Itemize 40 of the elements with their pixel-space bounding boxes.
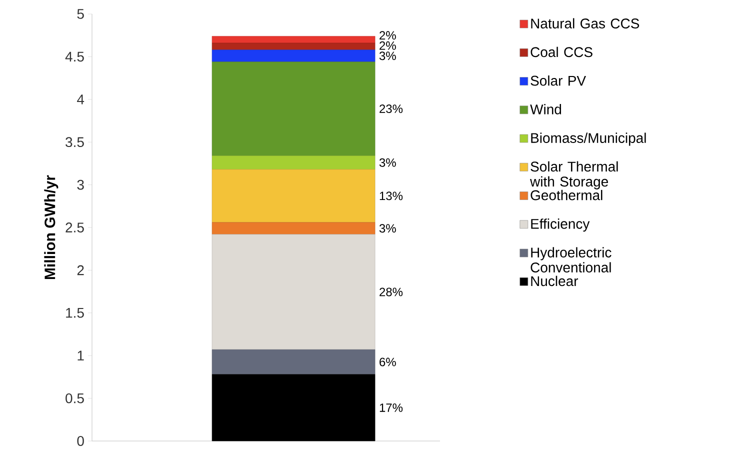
legend-label: Solar PV [530, 75, 586, 86]
bar [212, 349, 376, 375]
y-tick-label: 0.5 [66, 393, 84, 404]
y-tick-label: 3 [77, 180, 84, 190]
legend-label: Geothermal [530, 190, 602, 200]
legend-label: Nuclear [531, 276, 578, 286]
legend-label: Solar Thermal with Storage [530, 161, 618, 190]
legend-label: Biomass/Municipal [531, 132, 646, 146]
y-tick-label: 1 [78, 350, 84, 360]
legend-label: Coal CCS [530, 46, 592, 58]
bar [212, 156, 376, 170]
bar [212, 169, 376, 223]
bar [212, 222, 376, 234]
y-tick-label: 1.5 [66, 308, 84, 318]
legend-label: Efficiency [531, 218, 590, 232]
annotation: 3% [379, 158, 396, 167]
bar [212, 62, 376, 156]
legend-label: Hydroelectric Conventional [530, 247, 612, 272]
annotation: 3% [379, 52, 396, 60]
annotation: 6% [380, 358, 396, 366]
legend-label: Natural Gas CCS [531, 18, 640, 28]
bar [212, 234, 376, 350]
y-tick-label: 4 [77, 94, 84, 104]
annotation: 3% [379, 224, 396, 233]
bar [212, 50, 376, 62]
y-tick-label: 2.5 [66, 222, 84, 232]
y-tick-label: 5 [77, 9, 84, 19]
annotation: 17% [380, 403, 403, 412]
annotation: 28% [380, 288, 403, 296]
bar [212, 374, 376, 442]
annotation: 2% [380, 41, 396, 50]
annotation: 13% [380, 192, 403, 200]
y-tick-label: 3.5 [66, 137, 84, 148]
y-tick-label: 2 [77, 265, 84, 276]
y-axis-title: Million GWh/yr [44, 175, 58, 279]
y-tick-label: 0 [77, 436, 84, 446]
legend-label: Wind [530, 104, 562, 114]
annotation: 2% [380, 31, 396, 40]
annotation: 23% [380, 104, 403, 114]
y-tick-label: 4.5 [65, 52, 84, 62]
